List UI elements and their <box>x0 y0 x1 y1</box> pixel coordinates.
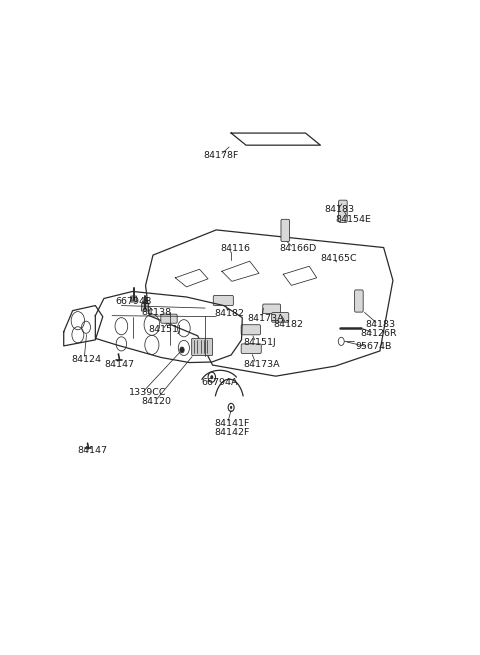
Text: 84147: 84147 <box>78 446 108 455</box>
Text: 84141F: 84141F <box>215 419 250 428</box>
FancyBboxPatch shape <box>241 325 261 335</box>
FancyBboxPatch shape <box>281 219 289 242</box>
Circle shape <box>180 347 184 353</box>
FancyBboxPatch shape <box>241 344 261 354</box>
FancyBboxPatch shape <box>272 312 289 322</box>
Text: 84154E: 84154E <box>335 215 371 224</box>
Text: 84165C: 84165C <box>321 254 357 263</box>
FancyBboxPatch shape <box>142 303 148 311</box>
Text: 66794A: 66794A <box>202 378 238 386</box>
Text: 66794B: 66794B <box>115 297 151 306</box>
Circle shape <box>230 406 232 409</box>
FancyBboxPatch shape <box>355 290 363 312</box>
Text: 84183: 84183 <box>324 205 354 214</box>
FancyBboxPatch shape <box>338 200 347 222</box>
FancyBboxPatch shape <box>213 295 233 305</box>
Text: 84124: 84124 <box>71 354 101 364</box>
FancyBboxPatch shape <box>263 304 281 314</box>
FancyBboxPatch shape <box>161 314 177 323</box>
Text: 84138: 84138 <box>141 308 171 316</box>
Text: 84126R: 84126R <box>360 329 397 338</box>
Text: 84178F: 84178F <box>203 151 239 160</box>
Text: 84173A: 84173A <box>248 314 285 323</box>
FancyBboxPatch shape <box>192 339 213 356</box>
Text: 84151J: 84151J <box>148 326 181 334</box>
Text: 95674B: 95674B <box>355 343 391 352</box>
Circle shape <box>210 375 213 379</box>
Text: 84182: 84182 <box>215 309 244 318</box>
Text: 84151J: 84151J <box>243 338 276 347</box>
Text: 84147: 84147 <box>104 360 134 369</box>
Text: 1339CC: 1339CC <box>129 388 166 397</box>
Text: 84166D: 84166D <box>279 244 317 253</box>
Text: 84116: 84116 <box>220 244 250 253</box>
Text: 84182: 84182 <box>273 320 303 329</box>
Text: 84183: 84183 <box>365 320 395 329</box>
Text: 84173A: 84173A <box>243 360 280 369</box>
Text: 84120: 84120 <box>141 397 171 406</box>
FancyBboxPatch shape <box>131 296 137 302</box>
Text: 84142F: 84142F <box>215 428 250 437</box>
